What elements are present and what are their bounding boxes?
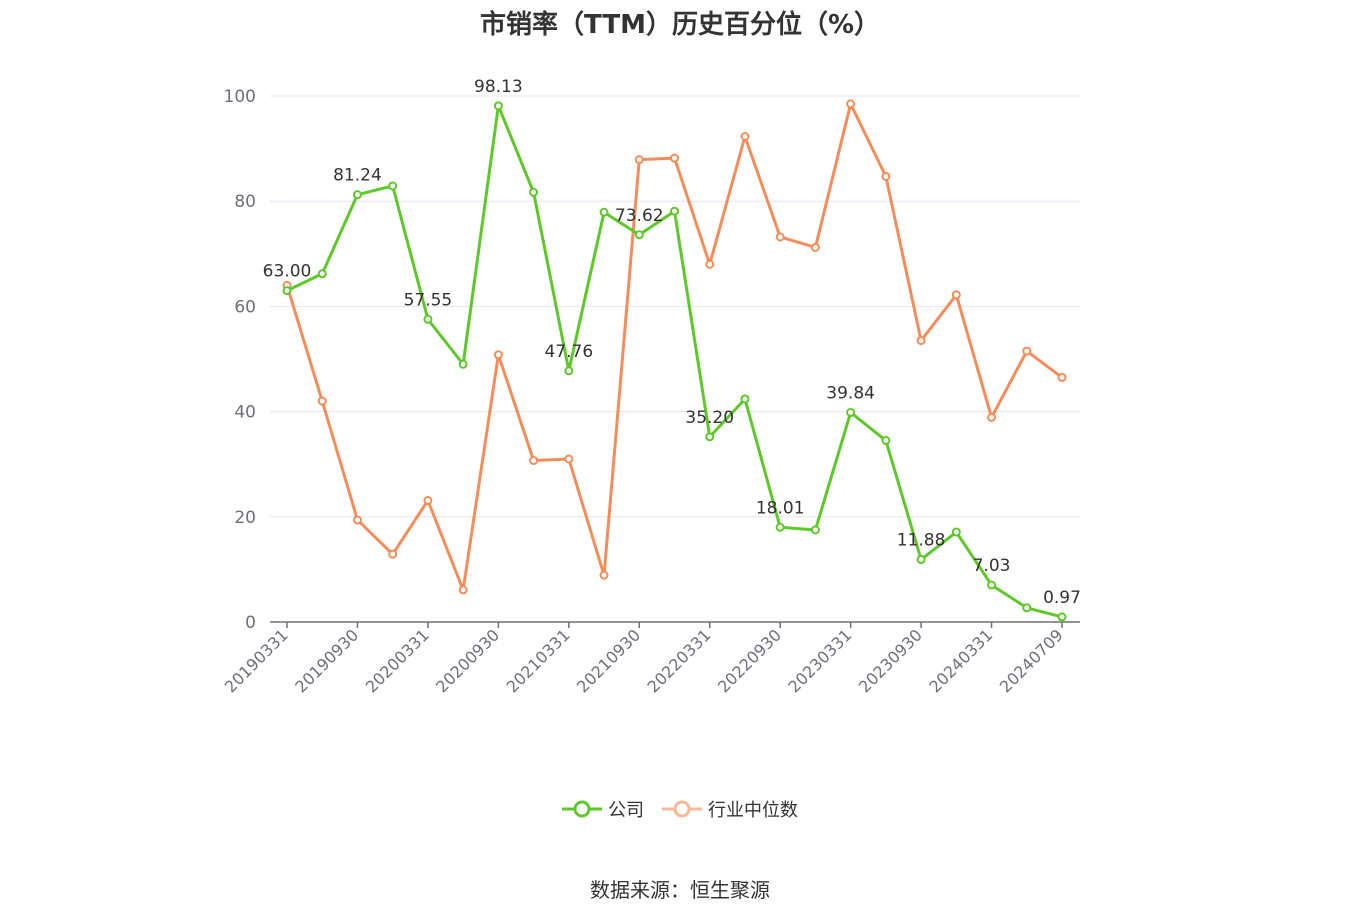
legend-item-company[interactable]: 公司: [562, 796, 644, 822]
data-point-company: [670, 206, 679, 216]
legend-item-industry[interactable]: 行业中位数: [662, 796, 798, 822]
data-label-company: 35.20: [685, 408, 734, 428]
data-point-company: [458, 359, 468, 369]
data-point-company: [1022, 603, 1032, 613]
data-point-industry: [1057, 372, 1067, 382]
data-point-company: [1057, 612, 1067, 622]
data-point-industry: [670, 153, 679, 163]
data-source: 数据来源：恒生聚源: [590, 878, 770, 902]
y-tick-label: 100: [224, 87, 256, 107]
data-point-industry: [423, 495, 433, 505]
x-tick-label: 20220930: [714, 625, 785, 696]
x-tick-label: 20200930: [432, 625, 503, 696]
data-point-company: [634, 230, 644, 240]
data-point-company: [599, 207, 609, 217]
data-point-company: [282, 286, 292, 296]
data-point-industry: [388, 549, 398, 559]
data-label-company: 47.76: [544, 342, 593, 362]
data-point-industry: [846, 99, 856, 109]
data-point-industry: [1022, 346, 1032, 356]
data-label-company: 0.97: [1043, 588, 1081, 608]
data-label-company: 18.01: [756, 498, 805, 518]
x-tick-label: 20190930: [291, 625, 362, 696]
data-point-industry: [564, 454, 574, 464]
y-tick-label: 0: [245, 613, 256, 633]
data-point-company: [564, 366, 574, 376]
data-point-industry: [916, 336, 926, 346]
data-point-industry: [529, 456, 539, 466]
x-tick-label: 20230930: [855, 625, 926, 696]
data-point-industry: [740, 132, 750, 142]
data-point-company: [846, 407, 856, 417]
data-point-company: [810, 525, 820, 535]
data-point-industry: [881, 171, 891, 181]
data-label-company: 57.55: [404, 290, 453, 310]
data-label-company: 98.13: [474, 77, 523, 97]
data-point-company: [740, 394, 750, 404]
data-point-company: [775, 522, 785, 532]
x-tick-label: 20220331: [644, 625, 715, 696]
data-point-industry: [352, 515, 362, 525]
legend-label-company: 公司: [608, 800, 644, 821]
data-label-company: 7.03: [973, 556, 1011, 576]
y-tick-label: 40: [234, 403, 256, 423]
data-point-industry: [634, 155, 644, 165]
legend-label-industry: 行业中位数: [708, 800, 798, 821]
data-label-company: 81.24: [333, 166, 382, 186]
x-tick-label: 20200331: [362, 625, 433, 696]
x-tick-label: 20240709: [996, 625, 1067, 696]
data-point-company: [881, 436, 891, 446]
data-label-company: 39.84: [826, 383, 875, 403]
data-point-industry: [317, 396, 327, 406]
data-label-company: 73.62: [615, 206, 664, 226]
x-tick-label: 20240331: [925, 625, 996, 696]
legend: 公司 行业中位数: [0, 796, 1360, 822]
y-tick-label: 20: [234, 508, 256, 528]
data-point-industry: [599, 570, 609, 580]
chart-title: 市销率（TTM）历史百分位（%）: [480, 10, 880, 40]
data-point-company: [317, 269, 327, 279]
data-labels: 63.00 81.24 57.55 98.13 47.76 73.62 35.20 18.01…: [263, 77, 1081, 608]
legend-swatch-industry: [662, 800, 702, 818]
data-point-industry: [987, 412, 997, 422]
data-point-industry: [775, 232, 785, 242]
x-tick-label: 20210930: [573, 625, 644, 696]
data-point-company: [493, 101, 503, 111]
x-tick-label: 20210331: [503, 625, 574, 696]
data-point-company: [388, 181, 398, 191]
data-point-industry: [493, 350, 503, 360]
legend-swatch-company: [562, 800, 602, 818]
y-tick-label: 60: [234, 297, 256, 317]
data-point-industry: [458, 585, 468, 595]
data-point-industry: [705, 259, 715, 269]
data-point-company: [529, 187, 539, 197]
data-point-company: [951, 527, 961, 537]
grid-lines: [270, 95, 1080, 518]
x-tick-label: 20230331: [784, 625, 855, 696]
data-point-industry: [810, 242, 820, 252]
x-tick-label: 20190331: [221, 625, 292, 696]
data-label-company: 11.88: [897, 531, 946, 551]
data-label-company: 63.00: [263, 262, 312, 282]
y-tick-label: 80: [234, 192, 256, 212]
data-point-company: [916, 555, 926, 565]
series-lines: [282, 99, 1067, 622]
data-point-company: [423, 314, 433, 324]
data-point-company: [705, 432, 715, 442]
data-point-company: [987, 580, 997, 590]
data-point-company: [352, 190, 362, 200]
data-point-industry: [951, 290, 961, 300]
